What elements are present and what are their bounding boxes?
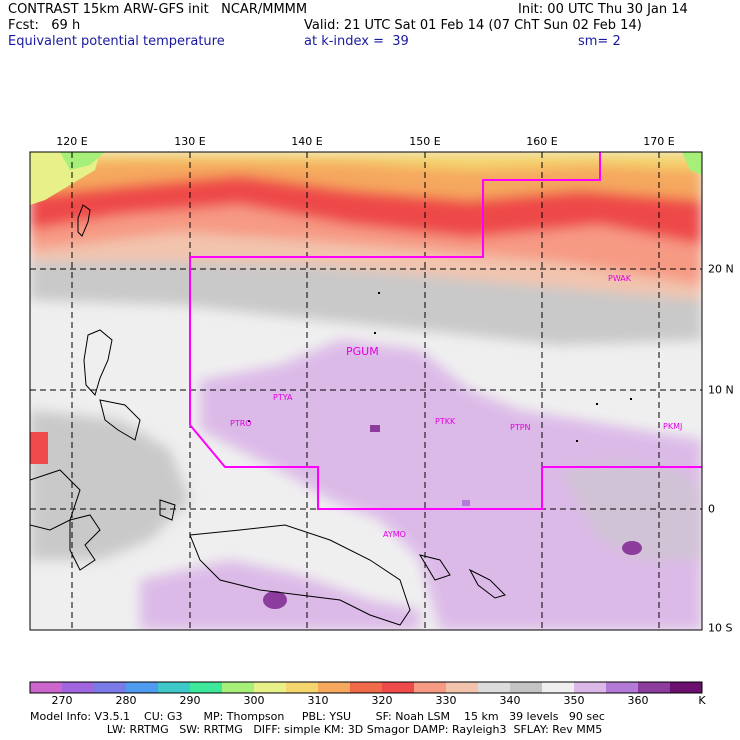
colorbar-frame	[29, 681, 703, 694]
lat-label-10n: 10 N	[708, 383, 734, 397]
k-index: at k-index = 39	[304, 34, 409, 49]
smoothing: sm= 2	[578, 34, 621, 49]
station-label-pkmj: PKMJ	[663, 422, 682, 431]
dark-spot-1	[263, 591, 287, 609]
colorbar-swatch	[190, 682, 223, 693]
footer-model-info: Model Info: V3.5.1 CU: G3 MP: Thompson P…	[30, 710, 605, 723]
colorbar-swatch	[94, 682, 127, 693]
colorbar-label-350: 350	[563, 694, 585, 707]
lon-label-170e: 170 E	[643, 135, 675, 148]
island-dot	[630, 398, 632, 400]
field-name: Equivalent potential temperature	[8, 34, 225, 49]
colorbar-swatch	[318, 682, 351, 693]
colorbar-swatch	[382, 682, 415, 693]
station-label-ptya: PTYA	[273, 393, 293, 402]
station-label-pgum: PGUM	[346, 345, 379, 358]
lon-label-120e: 120 E	[56, 135, 88, 148]
map-frame	[29, 151, 703, 631]
colorbar-label-320: 320	[371, 694, 393, 707]
lon-label-140e: 140 E	[291, 135, 323, 148]
band-320	[30, 152, 702, 170]
halmahera-coast	[159, 499, 176, 521]
colorbar-swatch	[670, 682, 703, 693]
colorbar-swatch	[574, 682, 607, 693]
station-label-ptkk: PTKK	[435, 417, 456, 426]
borneo-coast	[30, 469, 81, 531]
dark-spot-3	[370, 425, 380, 432]
taiwan-coast	[77, 204, 91, 237]
colorbar-unit: K	[698, 694, 706, 707]
footer-physics-info: LW: RRTMG SW: RRTMG DIFF: simple KM: 3D …	[30, 723, 603, 736]
lon-label-130e: 130 E	[174, 135, 206, 148]
purple-region-central	[200, 340, 702, 630]
colorbar-swatch	[254, 682, 287, 693]
solomons-coast	[468, 568, 506, 599]
colorbar-swatch	[542, 682, 575, 693]
colorbar-swatch	[222, 682, 255, 693]
colorbar-label-310: 310	[307, 694, 329, 707]
boundary-line	[189, 152, 702, 510]
red-patch-west	[30, 432, 48, 464]
forecast-hour: Fcst: 69 h	[8, 18, 81, 33]
lon-label-160e: 160 E	[526, 135, 558, 148]
lon-label-150e: 150 E	[409, 135, 441, 148]
colorbar-label-290: 290	[179, 694, 201, 707]
ne-green-patch	[682, 152, 702, 175]
lat-label-equator: 0	[708, 502, 715, 516]
colorbar-swatch	[62, 682, 95, 693]
colorbar-label-270: 270	[51, 694, 73, 707]
station-label-aymo: AYMO	[383, 530, 406, 539]
colorbar-swatch	[350, 682, 383, 693]
lat-label-20n: 20 N	[708, 262, 734, 276]
island-dot	[576, 440, 578, 442]
dark-spot-2	[622, 541, 642, 555]
valid-time: Valid: 21 UTC Sat 01 Feb 14 (07 ChT Sun …	[304, 18, 642, 33]
new-guinea-coast	[189, 524, 411, 626]
station-label-pwak: PWAK	[608, 274, 632, 283]
colorbar-label-330: 330	[435, 694, 457, 707]
colorbar-swatch	[30, 682, 63, 693]
nw-green-patch	[60, 152, 105, 170]
island-dot	[248, 420, 250, 422]
colorbar-swatch	[158, 682, 191, 693]
philippines-south-coast	[99, 399, 141, 441]
colorbar	[29, 681, 703, 694]
colorbar-swatch	[510, 682, 543, 693]
colorbar-swatch	[606, 682, 639, 693]
colorbar-swatch	[414, 682, 447, 693]
colorbar-label-300: 300	[243, 694, 265, 707]
station-label-ptro: PTRO	[230, 419, 252, 428]
colorbar-swatch	[126, 682, 159, 693]
grey-region-se	[560, 460, 702, 560]
colorbar-swatch	[478, 682, 511, 693]
model-title: CONTRAST 15km ARW-GFS init NCAR/MMMM	[8, 2, 308, 17]
island-dot	[596, 403, 598, 405]
new-britain-coast	[418, 554, 451, 581]
station-label-ptpn: PTPN	[510, 423, 531, 432]
luzon-coast	[83, 329, 113, 396]
colorbar-label-360: 360	[627, 694, 649, 707]
lat-label-10s: 10 S	[708, 621, 733, 635]
dark-spot-4	[462, 500, 470, 506]
colorbar-swatch	[638, 682, 671, 693]
island-dot	[378, 292, 380, 294]
colorbar-label-280: 280	[115, 694, 137, 707]
colorbar-label-340: 340	[499, 694, 521, 707]
init-time: Init: 00 UTC Thu 30 Jan 14	[518, 2, 688, 17]
island-dot	[374, 332, 376, 334]
colorbar-swatch	[446, 682, 479, 693]
colorbar-swatch	[286, 682, 319, 693]
